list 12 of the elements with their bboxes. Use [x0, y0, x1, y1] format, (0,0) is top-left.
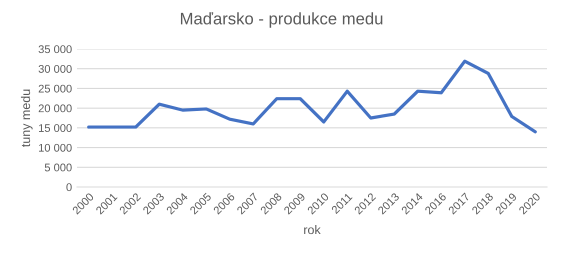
y-tick-label: 10 000: [39, 144, 72, 152]
x-axis-title: rok: [304, 224, 321, 234]
y-tick-label: 30 000: [38, 64, 72, 73]
y-tick-label: 5 000: [44, 164, 72, 172]
y-tick-label: 35 000: [38, 45, 72, 54]
y-tick-label: 25 000: [38, 84, 72, 93]
line-series: [87, 60, 537, 134]
y-axis-title: tuny medu: [20, 90, 33, 147]
y-tick-label: 20 000: [38, 104, 72, 112]
y-tick-label: 15 000: [39, 124, 72, 132]
y-tick-label: 0: [66, 183, 72, 192]
chart-title: Maďarsko - produkce medu: [180, 12, 382, 28]
